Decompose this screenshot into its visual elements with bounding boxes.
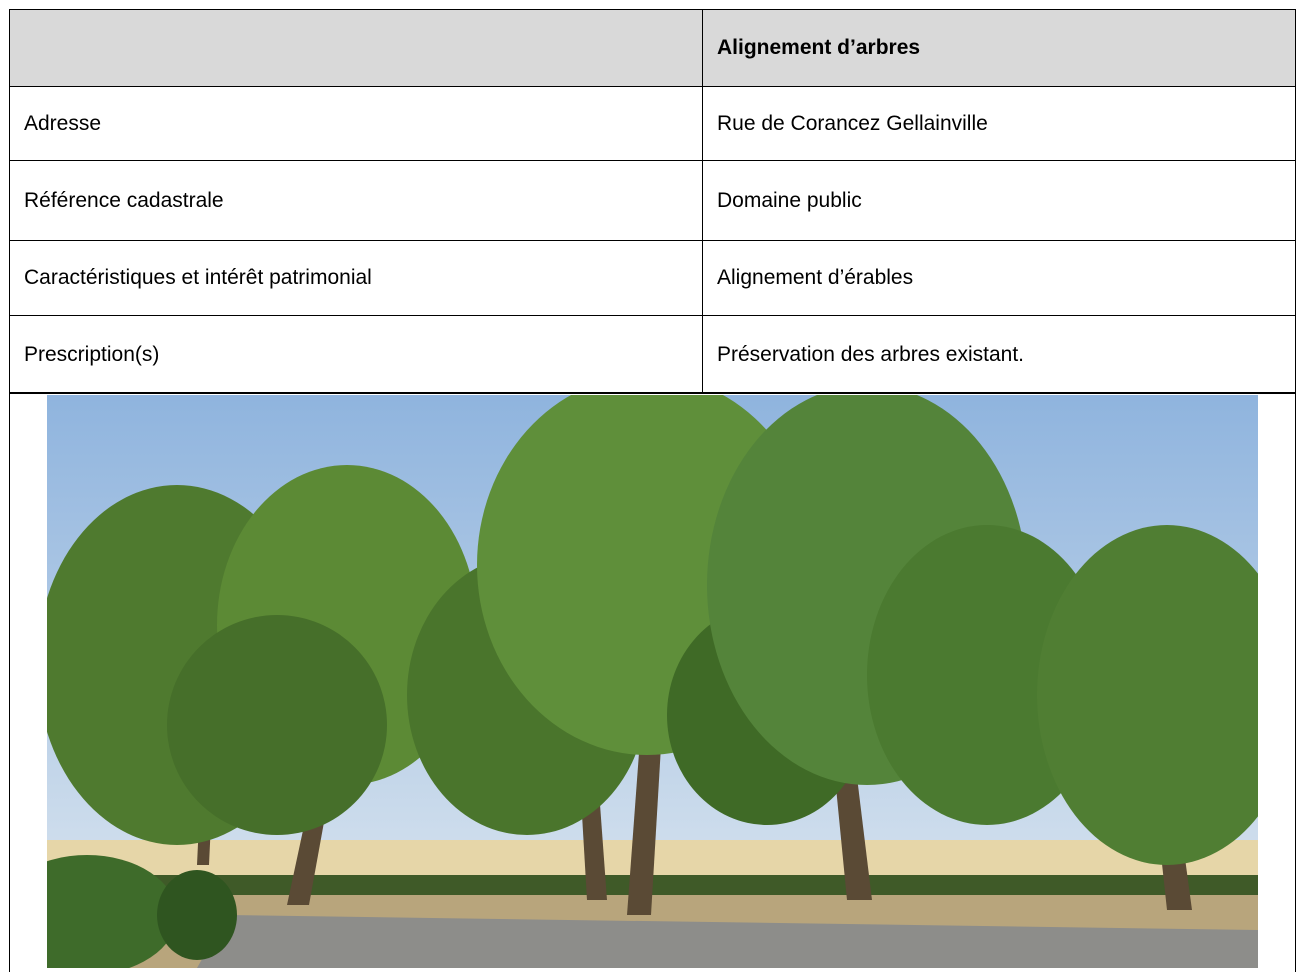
row-label: Caractéristiques et intérêt patrimonial [9,240,703,316]
row-value: Rue de Corancez Gellainville [702,86,1296,161]
row-label: Adresse [9,86,703,161]
row-value: Préservation des arbres existant. [702,315,1296,394]
page: Alignement d’arbres AdresseRue de Coranc… [0,0,1304,972]
row-value: Alignement d’érables [702,240,1296,316]
row-label: Prescription(s) [9,315,703,394]
row-value: Domaine public [702,160,1296,241]
header-empty-cell [9,9,703,87]
tree-photo [47,395,1258,968]
row-label: Référence cadastrale [9,160,703,241]
header-title: Alignement d’arbres [702,9,1296,87]
